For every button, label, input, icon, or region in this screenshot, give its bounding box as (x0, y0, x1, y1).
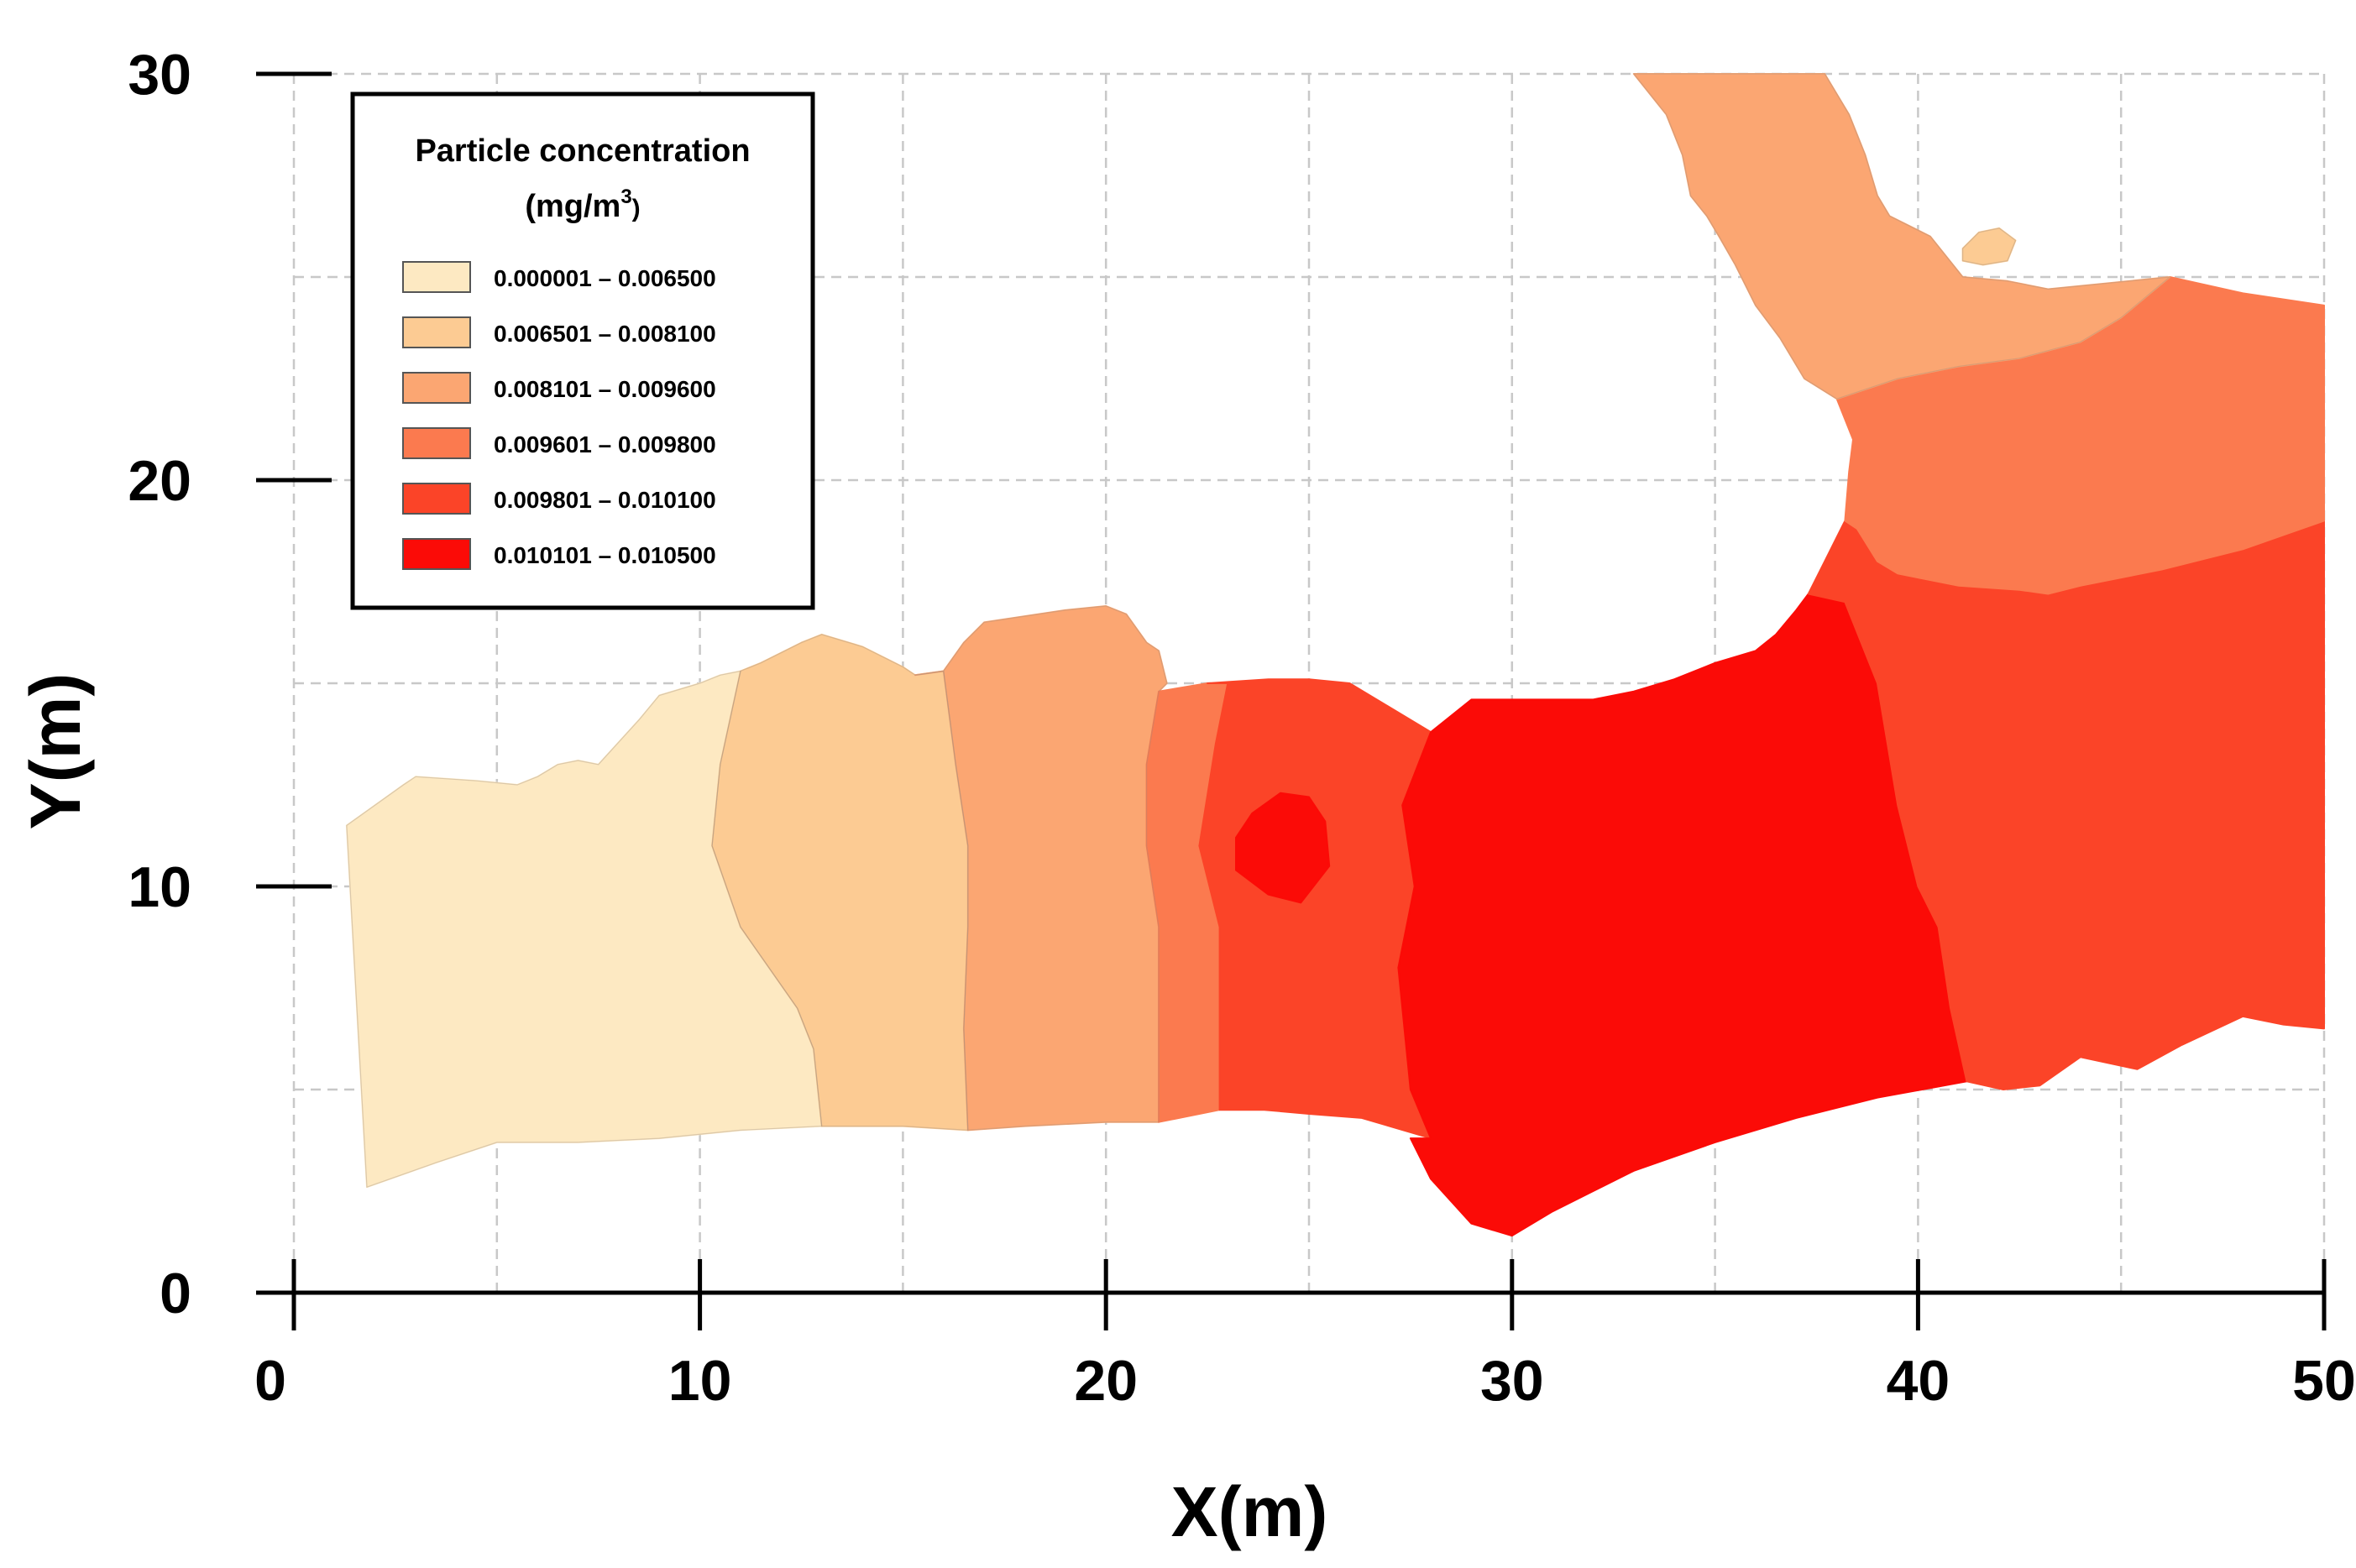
contour-regions (345, 73, 2325, 1237)
axes (256, 71, 2327, 1330)
legend-swatch (402, 261, 471, 293)
contour-region-outline (914, 605, 1168, 1132)
contour-region-class-4 (1198, 678, 1432, 1140)
contour-region-outline (711, 634, 969, 1132)
legend-entry-label: 0.009601 – 0.009800 (494, 431, 716, 457)
legend-frame (350, 91, 815, 610)
legend-entry-label: 0.010101 – 0.010500 (494, 542, 716, 568)
legend: Particle concentration (mg/m3) 0.000001 … (350, 91, 815, 610)
legend-swatch (402, 316, 471, 348)
x-tick-label: 0 (254, 1349, 286, 1413)
legend-entries: 0.000001 – 0.006500 0.006501 – 0.008100 0.… (402, 261, 716, 570)
x-tick-label: 20 (1074, 1349, 1138, 1413)
x-tick-label: 30 (1480, 1349, 1544, 1413)
contour-region-class-5 (1235, 792, 1331, 904)
x-tick-label: 50 (2292, 1349, 2356, 1413)
contour-region-outline (1962, 227, 2017, 266)
y-tick-label: 30 (128, 43, 191, 107)
legend-entry-label: 0.009801 – 0.010100 (494, 487, 716, 513)
y-tick-label: 10 (128, 855, 191, 919)
tick-labels: 0 10 20 30 40 50 0 10 20 30 (128, 43, 2355, 1413)
legend-unit-sup: 3 (620, 186, 631, 208)
legend-swatch (402, 483, 471, 515)
legend-swatch (402, 372, 471, 404)
contour-region-outline (346, 670, 823, 1189)
legend-entry-label: 0.006501 – 0.008100 (494, 321, 716, 347)
y-axis-title: Y(m) (16, 673, 95, 830)
legend-unit-base: (mg/m (525, 189, 620, 224)
legend-swatch (402, 538, 471, 570)
legend-entry-label: 0.000001 – 0.006500 (494, 265, 716, 291)
contour-region-class-1 (1961, 227, 2017, 266)
legend-swatch (402, 427, 471, 459)
contour-region-class-2 (1632, 73, 2171, 400)
y-tick-label: 0 (160, 1262, 191, 1325)
legend-unit-close: ) (632, 195, 641, 222)
x-tick-label: 10 (668, 1349, 732, 1413)
legend-unit: (mg/m3) (525, 186, 640, 224)
x-tick-label: 40 (1887, 1349, 1950, 1413)
contour-region-outline (1632, 73, 2172, 400)
legend-entry-label: 0.008101 – 0.009600 (494, 376, 716, 402)
y-tick-label: 20 (128, 449, 191, 513)
legend-title: Particle concentration (415, 133, 750, 169)
x-axis-title: X(m) (1171, 1472, 1328, 1551)
